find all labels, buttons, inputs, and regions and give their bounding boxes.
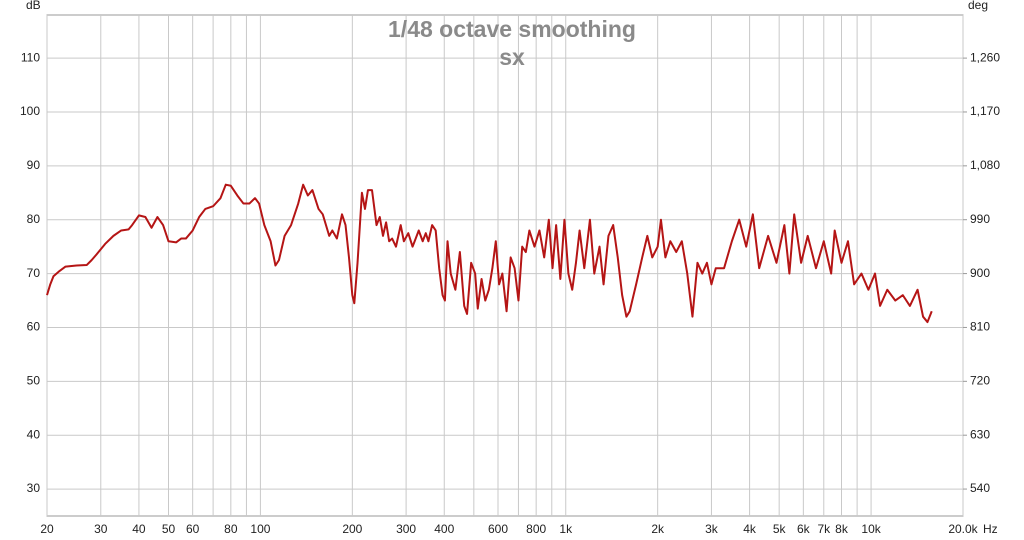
x-tick-label: 8k	[835, 522, 849, 536]
y2-tick-label: 630	[970, 427, 990, 441]
y-tick-label: 110	[21, 50, 40, 64]
x-tick-label: 7k	[817, 522, 831, 536]
x-tick-label: 50	[162, 522, 176, 536]
x-tick-label: 3k	[705, 522, 719, 536]
y-tick-label: 100	[20, 104, 40, 118]
x-tick-label: 6k	[797, 522, 811, 536]
x-tick-label: 30	[94, 522, 108, 536]
x-tick-label: 20	[40, 522, 54, 536]
plot-area	[46, 14, 964, 517]
x-axis-label: Hz	[983, 522, 998, 536]
response-line	[46, 183, 933, 324]
x-tick-label: 2k	[651, 522, 665, 536]
x-tick-label: 60	[186, 522, 200, 536]
y-tick-label: 90	[27, 158, 41, 172]
y-tick-label: 80	[27, 212, 41, 226]
y-tick-label: 60	[27, 320, 41, 334]
y2-tick-label: 1,080	[970, 158, 1000, 172]
x-tick-label: 40	[132, 522, 146, 536]
x-tick-label: 1k	[559, 522, 573, 536]
y2-tick-label: 900	[970, 266, 990, 280]
y2-axis-label: deg	[968, 0, 988, 12]
y2-tick-label: 1,170	[970, 104, 1000, 118]
chart-subtitle: sx	[499, 44, 525, 70]
y2-tick-label: 990	[970, 212, 990, 226]
x-tick-label: 300	[396, 522, 416, 536]
x-tick-label: 800	[526, 522, 546, 536]
x-tick-label: 80	[224, 522, 238, 536]
x-tick-label: 20.0k	[948, 522, 978, 536]
y-tick-label: 30	[27, 481, 41, 495]
y-tick-label: 70	[27, 266, 41, 280]
y2-tick-label: 720	[970, 373, 990, 387]
y-tick-label: 40	[27, 427, 41, 441]
x-tick-label: 10k	[861, 522, 881, 536]
x-tick-label: 600	[488, 522, 508, 536]
x-tick-label: 200	[342, 522, 362, 536]
y-axis-label: dB	[26, 0, 41, 12]
y2-tick-label: 1,260	[970, 50, 1000, 64]
x-tick-label: 100	[250, 522, 270, 536]
y-tick-label: 50	[27, 373, 41, 387]
x-tick-label: 400	[434, 522, 454, 536]
x-tick-label: 4k	[743, 522, 757, 536]
chart-title: 1/48 octave smoothing	[388, 16, 636, 42]
y2-tick-label: 540	[970, 481, 990, 495]
x-tick-label: 5k	[773, 522, 787, 536]
y2-tick-label: 810	[970, 320, 990, 334]
